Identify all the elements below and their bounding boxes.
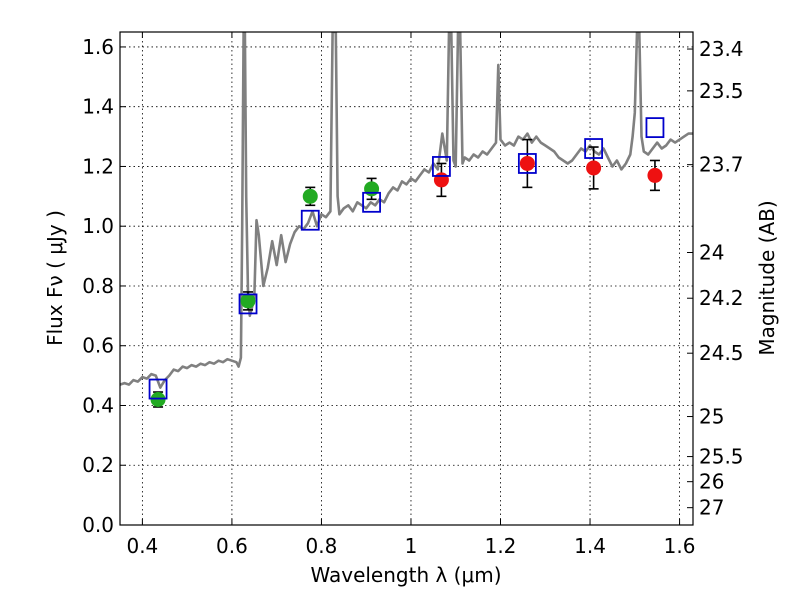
x-tick-label: 1.2 (485, 534, 517, 558)
y-tick-label: 0.2 (82, 453, 114, 477)
data-point-circle (150, 392, 166, 408)
model-photometry-square (645, 117, 665, 139)
model-photometry-square (148, 378, 168, 400)
model-photometry-square (238, 293, 258, 315)
right-tick-label: 23.7 (699, 153, 744, 177)
x-tick-label: 0.8 (306, 534, 338, 558)
model-photometry-square (584, 138, 604, 159)
y-tick-label: 1.6 (82, 35, 114, 59)
data-point-circle (647, 167, 663, 183)
x-tick-label: 1 (405, 534, 418, 558)
data-point-circle (519, 155, 535, 171)
y-tick-label: 1.0 (82, 214, 114, 238)
y-tick-label: 0.8 (82, 274, 114, 298)
x-tick-label: 1.6 (664, 534, 696, 558)
right-tick-label: 25 (699, 405, 724, 429)
y-tick-label: 1.4 (82, 95, 114, 119)
grid-lines (120, 32, 693, 526)
data-point-circle (586, 160, 602, 176)
model-photometry-square (517, 153, 537, 174)
model-photometry-square (432, 156, 451, 177)
y-tick-label: 0.0 (82, 513, 114, 537)
model-photometry-square (362, 191, 381, 213)
y-tick-label: 0.4 (82, 393, 114, 417)
data-point-circle (240, 293, 256, 309)
y-tick-label: 0.6 (82, 334, 114, 358)
x-axis-label: Wavelength λ (μm) (310, 563, 501, 587)
model-spectrum (120, 32, 693, 389)
right-tick-label: 26 (699, 470, 724, 494)
y-axis-label: Flux Fν ( μJy ) (43, 210, 67, 346)
x-tick-label: 0.6 (216, 534, 248, 558)
right-tick-label: 23.4 (699, 37, 744, 61)
plot-frame (119, 31, 694, 526)
right-tick-label: 24.5 (699, 341, 744, 365)
axis-ticks: 0.4 0.6 0.8 1 1.2 1.4 1.6 0.0 0.2 0.4 0.6 0.8 1.0 1.2… (82, 32, 744, 558)
right-tick-label: 24 (699, 241, 724, 265)
data-point-circle (364, 181, 380, 197)
right-tick-label: 24.2 (699, 286, 744, 310)
x-tick-label: 0.4 (126, 534, 158, 558)
data-point-circle (433, 172, 449, 188)
spectrum-line (120, 32, 693, 389)
right-axis-label: Magnitude (AB) (755, 200, 779, 355)
data-points (148, 117, 665, 408)
data-point-circle (302, 188, 318, 204)
right-tick-label: 25.5 (699, 445, 744, 469)
right-tick-label: 27 (699, 496, 724, 520)
right-tick-label: 23.5 (699, 79, 744, 103)
y-tick-label: 1.2 (82, 154, 114, 178)
model-photometry-square (300, 209, 320, 231)
x-tick-label: 1.4 (574, 534, 606, 558)
